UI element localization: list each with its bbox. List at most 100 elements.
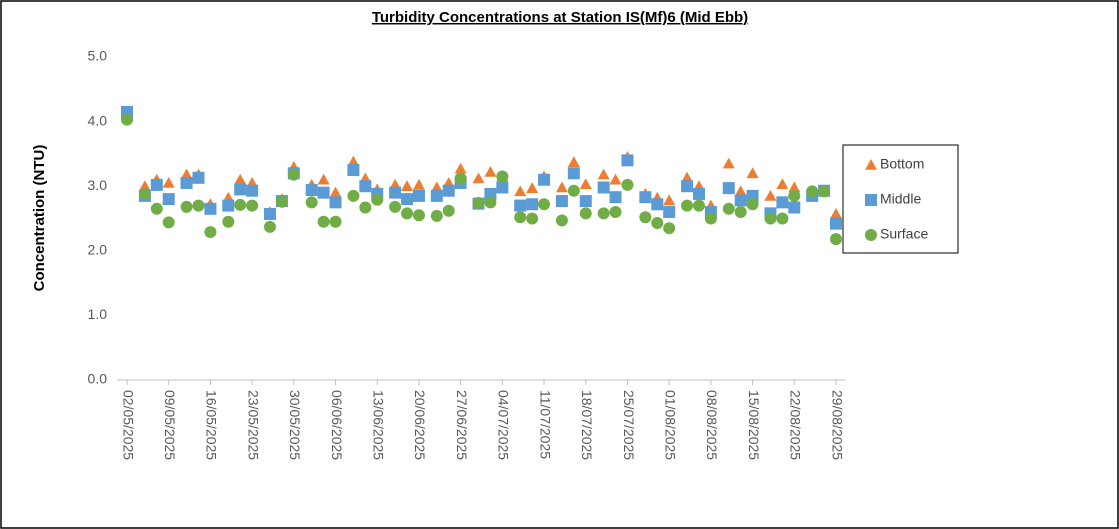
point xyxy=(329,186,342,198)
point xyxy=(681,171,694,183)
point xyxy=(538,173,551,186)
point xyxy=(830,207,842,219)
x-tick-label: 09/05/2025 xyxy=(162,390,178,460)
point xyxy=(746,189,759,202)
point xyxy=(722,202,735,215)
point xyxy=(734,194,747,207)
point xyxy=(579,178,592,190)
point xyxy=(150,178,163,191)
point xyxy=(347,189,360,202)
point xyxy=(401,193,414,206)
legend-label: Surface xyxy=(880,226,928,242)
point xyxy=(526,198,539,211)
y-tick-label: 0.0 xyxy=(88,371,108,387)
point xyxy=(317,215,330,228)
point xyxy=(579,207,592,220)
point xyxy=(764,189,777,201)
point xyxy=(162,176,175,188)
point xyxy=(263,207,276,220)
point xyxy=(329,215,342,228)
point xyxy=(121,113,133,126)
point xyxy=(484,187,497,200)
point xyxy=(275,195,288,208)
point xyxy=(734,185,747,197)
point xyxy=(514,211,527,224)
x-tick-label: 29/08/2025 xyxy=(829,390,845,460)
point xyxy=(180,176,193,189)
point xyxy=(305,184,318,197)
point xyxy=(484,196,497,209)
point xyxy=(347,164,360,177)
y-tick-label: 3.0 xyxy=(88,177,108,193)
x-tick-label: 22/08/2025 xyxy=(788,390,804,460)
x-tick-label: 06/06/2025 xyxy=(329,390,345,460)
point xyxy=(180,200,193,213)
point xyxy=(412,209,425,222)
point xyxy=(317,173,330,185)
y-tick-label: 2.0 xyxy=(88,242,108,258)
point xyxy=(776,178,789,190)
point xyxy=(150,202,163,215)
point xyxy=(567,184,580,197)
x-tick-label: 02/05/2025 xyxy=(120,390,136,460)
point xyxy=(234,173,247,185)
point xyxy=(788,181,801,193)
legend-marker xyxy=(865,229,877,241)
point xyxy=(234,198,247,211)
point xyxy=(222,215,235,228)
point xyxy=(454,162,467,174)
chart-title: Turbidity Concentrations at Station IS(M… xyxy=(372,9,748,26)
point xyxy=(555,195,568,208)
point xyxy=(347,155,360,167)
point xyxy=(681,180,694,193)
point xyxy=(401,207,414,220)
point xyxy=(597,207,610,220)
x-tick-label: 23/05/2025 xyxy=(245,390,261,460)
point xyxy=(329,196,342,209)
point xyxy=(371,193,384,206)
point xyxy=(734,206,747,219)
point xyxy=(246,184,259,197)
point xyxy=(401,180,414,191)
point xyxy=(621,154,634,167)
y-tick-label: 1.0 xyxy=(88,306,108,322)
point xyxy=(609,206,622,219)
point xyxy=(722,182,735,195)
x-tick-label: 25/07/2025 xyxy=(621,390,637,460)
point xyxy=(263,220,276,233)
point xyxy=(776,212,789,225)
point xyxy=(639,191,652,204)
point xyxy=(412,178,425,190)
point xyxy=(246,199,259,212)
point xyxy=(442,184,455,197)
point xyxy=(472,196,485,209)
point xyxy=(430,209,443,222)
point xyxy=(496,181,509,194)
point xyxy=(567,167,580,180)
point xyxy=(764,212,777,225)
point xyxy=(162,193,175,206)
point xyxy=(412,189,425,202)
point xyxy=(514,185,527,197)
point xyxy=(788,201,801,214)
y-axis-label: Concentration (NTU) xyxy=(31,145,48,292)
point xyxy=(514,199,527,212)
point xyxy=(621,178,634,191)
point xyxy=(389,200,402,213)
point xyxy=(138,187,151,200)
legend-marker xyxy=(865,159,877,170)
point xyxy=(389,186,402,199)
point xyxy=(555,181,568,193)
y-tick-label: 5.0 xyxy=(88,48,108,64)
legend-box xyxy=(842,144,959,254)
point xyxy=(597,168,610,180)
point xyxy=(663,194,676,206)
point xyxy=(788,189,801,202)
point xyxy=(681,199,694,212)
point xyxy=(192,171,205,184)
x-tick-label: 27/06/2025 xyxy=(454,390,470,460)
point xyxy=(454,172,467,185)
legend-label: Bottom xyxy=(880,156,924,172)
point xyxy=(597,181,610,194)
